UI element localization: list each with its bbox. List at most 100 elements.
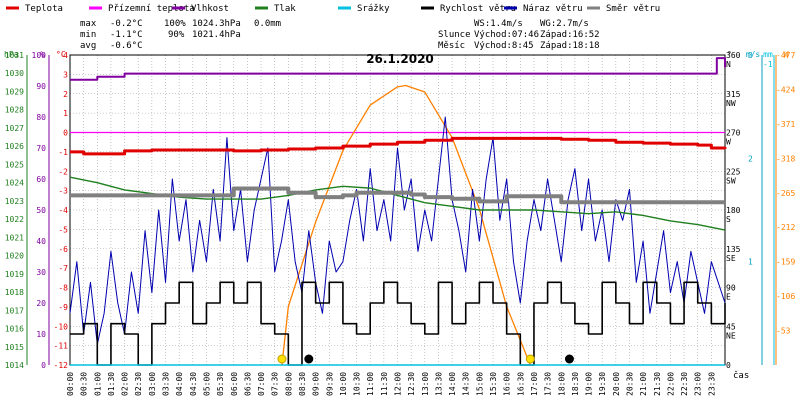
dir-name: E [726,293,731,302]
x-tick: 03:00 [148,372,157,396]
solar-line [281,84,531,366]
c-tick: -11 [54,342,69,351]
w-tick: -477 [776,51,795,60]
dir-name: W [726,138,731,147]
sunset-icon [525,354,535,364]
dir-tick: 45 [726,322,736,331]
x-tick: 00:30 [80,372,89,396]
dir-tick: 360 [726,51,741,60]
pct-tick: 70 [36,144,46,153]
stats-max-press: 1024.3hPa [192,19,241,29]
c-tick: -2 [58,167,68,176]
c-tick: 0 [63,129,68,138]
dir-name: SW [726,176,736,185]
pct-tick: 0 [41,361,46,370]
x-tick: 04:30 [189,372,198,396]
x-tick: 22:00 [666,372,675,396]
stats-max-label: max [80,19,97,29]
wind-direction-line [70,186,725,205]
x-axis-label: čas [733,370,749,381]
x-tick: 02:30 [134,372,143,396]
dir-name: NE [726,331,736,340]
legend-label: Přízemní teplota [108,4,195,14]
hpa-tick: 1018 [5,288,24,297]
w-tick: -106 [776,292,795,301]
moonset-icon [564,354,574,364]
w-tick: -424 [776,85,795,94]
dir-tick: 225 [726,167,741,176]
hpa-tick: 1031 [5,51,24,60]
pct-tick: 80 [36,113,46,122]
x-tick: 06:30 [243,372,252,396]
w-tick: -371 [776,120,795,129]
x-tick: 13:30 [434,372,443,396]
x-tick: 23:00 [694,372,703,396]
hpa-tick: 1027 [5,124,24,133]
x-tick: 14:00 [448,372,457,396]
hpa-tick: 1023 [5,197,24,206]
w-tick: -265 [776,189,795,198]
stats-max-hum: 100% [164,19,186,29]
info-sunrise: Východ:07:46 [474,30,539,40]
legend-label: Rychlost větru [440,4,516,14]
c-tick: 4 [63,51,68,60]
hpa-tick: 1016 [5,325,24,334]
x-tick: 21:30 [653,372,662,396]
legend-label: Vlhkost [191,4,229,14]
c-tick: -3 [58,187,68,196]
hpa-tick: 1021 [5,233,24,242]
chart-title: 26.1.2020 [366,52,434,66]
x-tick: 18:30 [571,372,580,396]
pct-tick: 40 [36,237,46,246]
c-tick: -12 [54,361,69,370]
dir-tick: 90 [726,284,736,293]
c-tick: -1 [58,148,68,157]
x-tick: 07:00 [257,372,266,396]
info-moonset: Západ:18:18 [540,41,600,51]
hpa-tick: 1022 [5,215,24,224]
wind-speed-line [70,281,726,366]
x-tick: 07:30 [271,372,280,396]
w-tick: -53 [776,327,791,336]
x-tick: 21:00 [639,372,648,396]
x-tick: 14:30 [462,372,471,396]
dir-name: S [726,215,731,224]
x-tick: 17:30 [544,372,553,396]
x-tick: 23:30 [707,372,716,396]
x-tick: 01:00 [93,372,102,396]
x-tick: 09:30 [325,372,334,396]
deg-unit: ° [727,50,732,59]
stats-min-hum: 90% [168,30,185,40]
x-tick: 12:00 [394,372,403,396]
x-tick: 05:30 [216,372,225,396]
hpa-tick: 1020 [5,252,24,261]
ms-tick: 3 [748,51,753,60]
dir-tick: 0 [726,361,731,370]
x-tick: 04:00 [175,372,184,396]
x-tick: 20:00 [612,372,621,396]
stats-avg-label: avg [80,41,96,51]
sunrise-icon [277,354,287,364]
series-layer [69,57,727,366]
x-tick: 18:00 [557,372,566,396]
x-tick: 13:00 [421,372,430,396]
mm-tick: -1 [763,60,773,69]
c-tick: -4 [58,206,68,215]
legend-label: Tlak [274,4,296,14]
legend-label: Teplota [25,4,63,14]
dir-tick: 180 [726,206,741,215]
hpa-tick: 1026 [5,142,24,151]
x-tick: 10:30 [353,372,362,396]
c-tick: -7 [58,264,68,273]
info-wg: WG:2.7m/s [540,19,589,29]
stats-max-rain: 0.0mm [254,19,281,29]
stats-avg-temp: -0.6°C [110,41,143,51]
info-moonrise: Východ:8:45 [474,41,534,51]
w-unit: W [784,50,789,59]
w-tick: -159 [776,258,795,267]
x-tick: 03:30 [162,372,171,396]
x-tick: 12:30 [407,372,416,396]
